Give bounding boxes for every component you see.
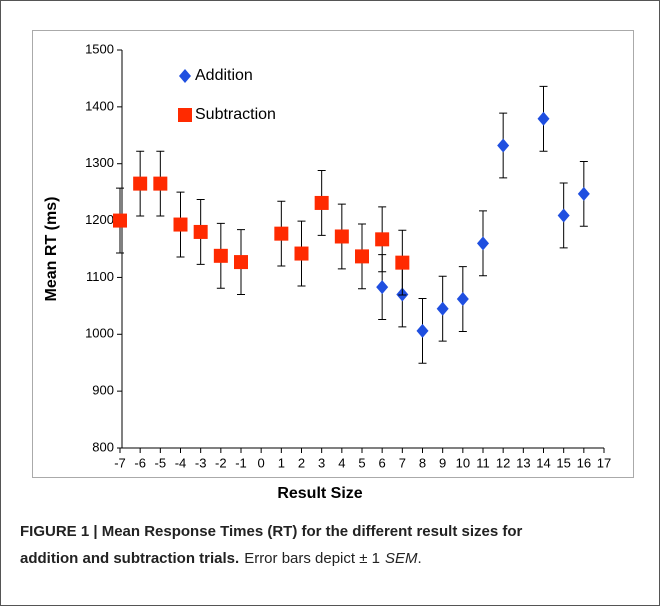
x-tick-label: 12: [496, 455, 510, 470]
x-tick-label: 14: [536, 455, 550, 470]
x-tick-label: 6: [379, 455, 386, 470]
y-tick-label: 1200: [85, 212, 114, 227]
caption-line: addition and subtraction trials. Error ba…: [20, 550, 422, 567]
legend-marker: [179, 69, 191, 83]
caption-end: .: [418, 550, 422, 567]
y-tick-label: 1300: [85, 155, 114, 170]
y-axis-label: Mean RT (ms): [43, 197, 60, 302]
caption-italic: SEM: [385, 550, 418, 567]
x-tick-label: 0: [258, 455, 265, 470]
data-point: [416, 323, 429, 338]
x-tick-label: -5: [155, 455, 167, 470]
x-tick-label: 16: [577, 455, 591, 470]
data-point: [193, 224, 208, 239]
x-axis-label: Result Size: [277, 485, 362, 502]
y-tick-label: 1000: [85, 326, 114, 341]
legend-label: Subtraction: [195, 106, 276, 123]
caption-text: Error bars depict ± 1: [244, 550, 380, 567]
x-tick-label: 3: [318, 455, 325, 470]
data-point: [395, 255, 410, 270]
data-point: [477, 236, 489, 251]
x-tick-label: 1: [278, 455, 285, 470]
data-point: [557, 208, 570, 223]
x-tick-label: 17: [597, 455, 611, 470]
y-tick-label: 1100: [86, 269, 114, 284]
data-point: [577, 186, 590, 201]
x-tick-label: -4: [175, 455, 187, 470]
x-tick-label: -1: [235, 455, 247, 470]
x-tick-label: -6: [134, 455, 146, 470]
data-point: [456, 292, 469, 307]
legend-label: Addition: [195, 67, 253, 84]
caption-line: FIGURE 1 | Mean Response Times (RT) for …: [20, 523, 523, 540]
y-tick-label: 900: [92, 383, 114, 398]
data-point: [274, 226, 289, 241]
y-tick-label: 1500: [85, 41, 114, 56]
chart-border: [32, 30, 634, 478]
x-tick-label: 11: [476, 455, 490, 470]
x-tick-label: -2: [215, 455, 227, 470]
x-tick-label: 13: [516, 455, 530, 470]
x-tick-label: 9: [439, 455, 446, 470]
data-point: [153, 176, 168, 191]
x-tick-label: 15: [556, 455, 570, 470]
x-tick-label: -3: [195, 455, 207, 470]
data-point: [113, 213, 127, 228]
data-point: [436, 301, 449, 316]
data-point: [376, 280, 389, 295]
caption-bold: addition and subtraction trials.: [20, 550, 239, 567]
data-point: [173, 217, 188, 232]
data-point: [334, 229, 349, 244]
data-point: [375, 232, 390, 247]
x-tick-label: 4: [338, 455, 345, 470]
x-tick-label: 2: [298, 455, 305, 470]
legend-marker: [178, 108, 192, 122]
x-tick-label: -7: [114, 455, 126, 470]
y-tick-label: 1400: [85, 98, 114, 113]
data-point: [294, 246, 309, 261]
x-tick-label: 8: [419, 455, 426, 470]
x-tick-label: 10: [456, 455, 470, 470]
x-tick-label: 7: [399, 455, 406, 470]
x-tick-label: 5: [358, 455, 365, 470]
data-point: [133, 176, 148, 191]
data-point: [497, 138, 510, 153]
data-point: [234, 255, 248, 270]
data-point: [537, 111, 550, 126]
data-point: [213, 248, 228, 263]
data-point: [314, 195, 329, 210]
data-point: [355, 249, 369, 264]
y-tick-label: 800: [92, 439, 114, 454]
